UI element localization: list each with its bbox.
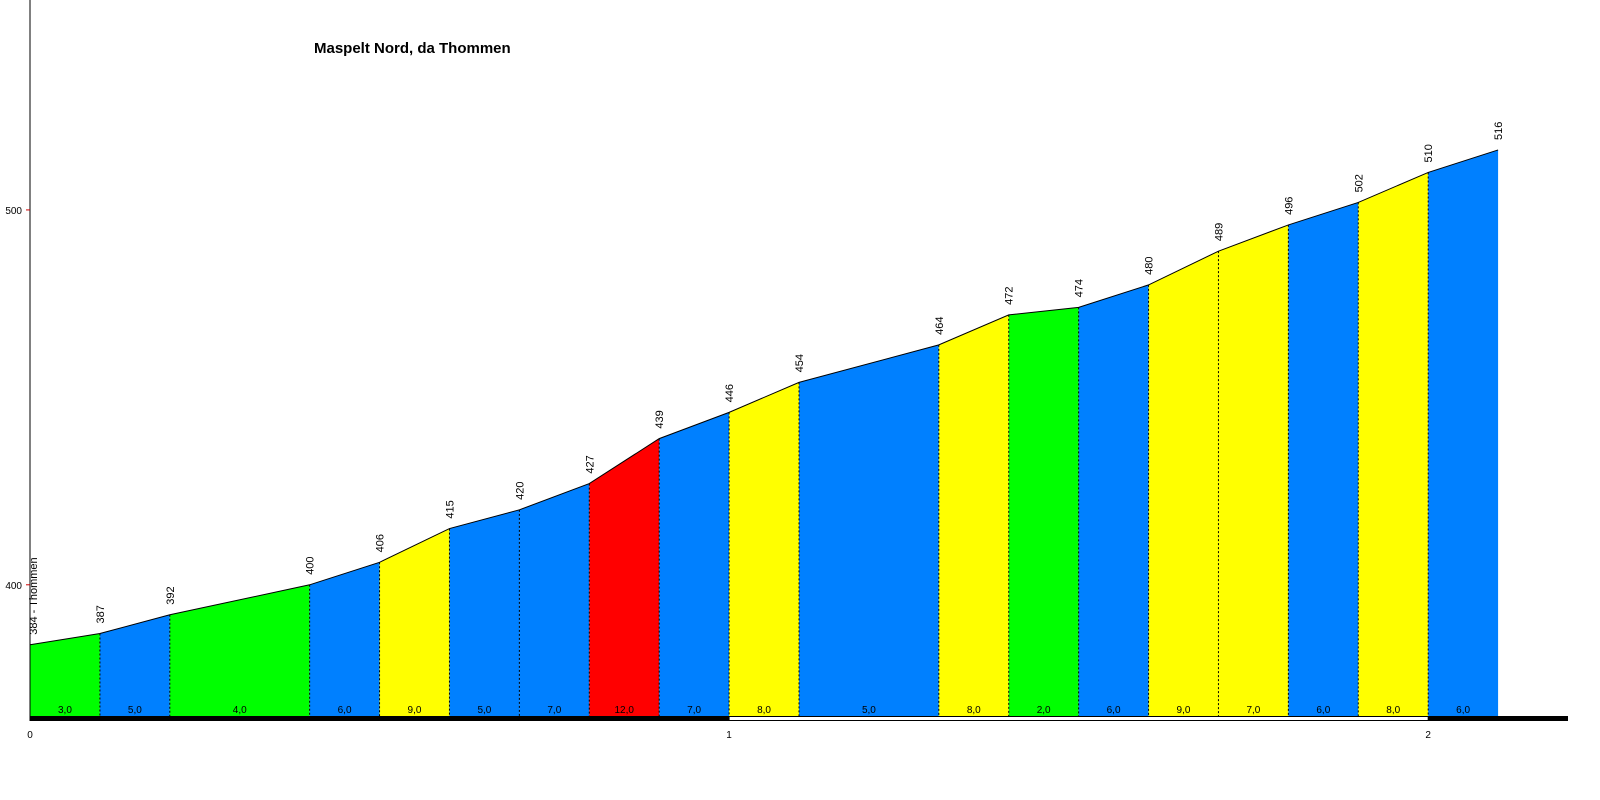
segment xyxy=(169,584,310,716)
gradient-label: 5,0 xyxy=(477,705,491,716)
segment xyxy=(1218,224,1289,717)
gradient-label: 12,0 xyxy=(614,705,634,716)
segment xyxy=(1358,172,1429,716)
elevation-label: 387 xyxy=(95,605,107,623)
gradient-label: 6,0 xyxy=(1316,705,1330,716)
gradient-label: 2,0 xyxy=(1037,705,1051,716)
elevation-label: 489 xyxy=(1213,223,1225,241)
distance-bar-white xyxy=(729,717,1429,720)
elevation-label: 392 xyxy=(165,586,177,604)
elevation-label: 502 xyxy=(1353,174,1365,192)
elevation-label: 454 xyxy=(794,354,806,372)
segment xyxy=(379,528,450,716)
segment xyxy=(449,509,520,716)
chart-title: Maspelt Nord, da Thommen xyxy=(314,40,511,57)
elevation-label: 510 xyxy=(1423,144,1435,162)
elevation-label: 439 xyxy=(654,410,666,428)
segment xyxy=(1078,284,1149,716)
x-tick-label: 0 xyxy=(27,730,33,741)
y-tick-label: 400 xyxy=(5,581,22,592)
segment xyxy=(589,438,660,716)
segment xyxy=(1288,202,1359,716)
elevation-label: 496 xyxy=(1283,197,1295,215)
elevation-label: 474 xyxy=(1074,279,1086,297)
gradient-label: 7,0 xyxy=(1246,705,1260,716)
segment xyxy=(659,412,730,716)
elevation-label: 400 xyxy=(305,556,317,574)
gradient-label: 4,0 xyxy=(233,705,247,716)
gradient-label: 6,0 xyxy=(1107,705,1121,716)
gradient-label: 8,0 xyxy=(967,705,981,716)
segment xyxy=(938,314,1009,716)
segment xyxy=(519,483,590,716)
gradient-label: 3,0 xyxy=(58,705,72,716)
x-tick-label: 2 xyxy=(1425,730,1431,741)
elevation-label: 516 xyxy=(1493,122,1505,140)
gradient-label: 7,0 xyxy=(687,705,701,716)
elevation-label: 472 xyxy=(1004,287,1016,305)
gradient-label: 6,0 xyxy=(1456,705,1470,716)
gradient-label: 5,0 xyxy=(862,705,876,716)
gradient-label: 5,0 xyxy=(128,705,142,716)
segment xyxy=(729,382,799,716)
gradient-label: 7,0 xyxy=(547,705,561,716)
elevation-label: 480 xyxy=(1144,257,1156,275)
gradient-label: 9,0 xyxy=(1177,705,1191,716)
elevation-label: 464 xyxy=(934,317,946,335)
segment xyxy=(1008,307,1079,716)
profile-line xyxy=(29,149,1499,646)
gradient-label: 6,0 xyxy=(338,705,352,716)
gradient-label: 9,0 xyxy=(408,705,422,716)
segment xyxy=(30,633,100,716)
elevation-label: 420 xyxy=(514,481,526,499)
elevation-label: 446 xyxy=(724,384,736,402)
segment xyxy=(309,562,380,716)
gradient-label: 8,0 xyxy=(1386,705,1400,716)
segment xyxy=(1148,251,1219,717)
gradient-label: 8,0 xyxy=(757,705,771,716)
y-tick-label: 500 xyxy=(5,206,22,217)
segment xyxy=(99,614,170,716)
x-tick-label: 1 xyxy=(726,730,732,741)
elevation-label: 415 xyxy=(444,500,456,518)
segment xyxy=(799,344,939,716)
elevation-label: 406 xyxy=(375,534,387,552)
elevation-label: 384 - Thommen xyxy=(28,557,40,634)
segment xyxy=(1428,149,1499,717)
elevation-label: 427 xyxy=(584,455,596,473)
